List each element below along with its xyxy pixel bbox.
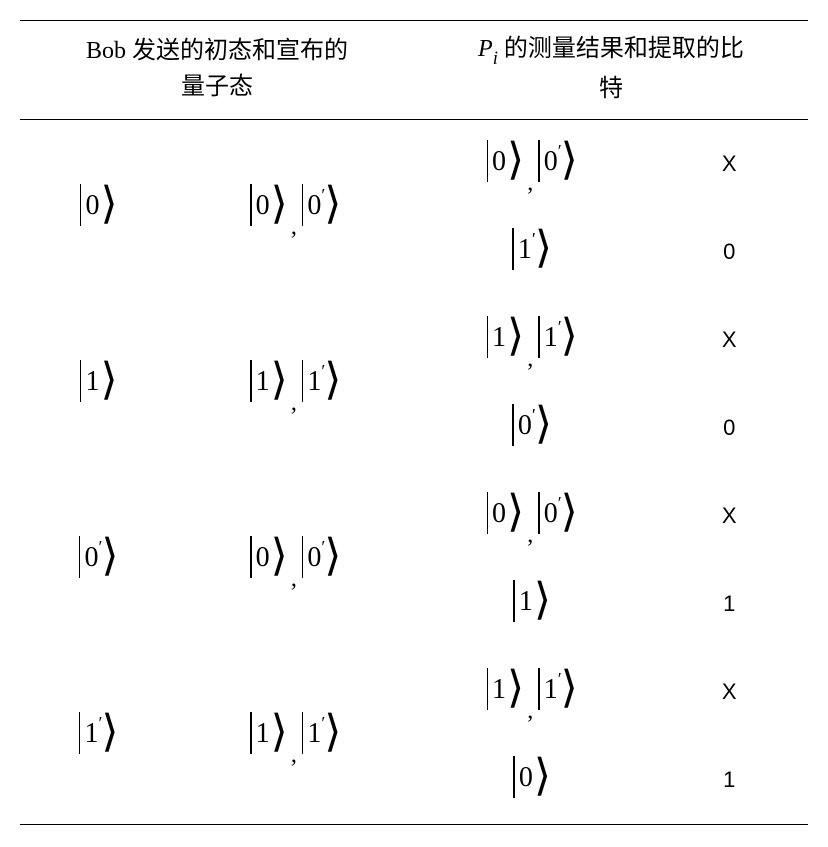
ket: 1′⟩	[302, 712, 342, 754]
cell-measurement: 1⟩,1′⟩	[414, 648, 650, 736]
ket: 1⟩	[80, 360, 118, 402]
table-row: 1⟩1⟩,1′⟩1⟩,1′⟩X	[20, 296, 808, 384]
cell-measurement: 0⟩,0′⟩	[414, 119, 650, 208]
header-right: Pi 的测量结果和提取的比 特	[414, 21, 808, 120]
ket: 0′⟩	[538, 140, 578, 182]
cell-extracted-bit: 0	[650, 384, 808, 472]
cell-extracted-bit: 1	[650, 736, 808, 825]
quantum-table: Bob 发送的初态和宣布的 量子态 Pi 的测量结果和提取的比 特 0⟩0⟩,0…	[20, 20, 808, 825]
ket: 1⟩	[250, 360, 288, 402]
header-right-line2: 特	[599, 76, 623, 102]
ket: 0⟩	[513, 756, 551, 798]
cell-announced-states: 0⟩,0′⟩	[178, 119, 414, 296]
cell-initial-state: 1⟩	[20, 296, 178, 472]
cell-extracted-bit: X	[650, 472, 808, 560]
cell-measurement: 0⟩,0′⟩	[414, 472, 650, 560]
ket: 1′⟩	[538, 316, 578, 358]
ket: 0′⟩	[302, 184, 342, 226]
table-row: 0⟩0⟩,0′⟩0⟩,0′⟩X	[20, 119, 808, 208]
cell-initial-state: 1′⟩	[20, 648, 178, 825]
cell-announced-states: 0⟩,0′⟩	[178, 472, 414, 648]
cell-initial-state: 0′⟩	[20, 472, 178, 648]
table-body: 0⟩0⟩,0′⟩0⟩,0′⟩X1′⟩01⟩1⟩,1′⟩1⟩,1′⟩X0′⟩00′…	[20, 119, 808, 824]
cell-extracted-bit: 1	[650, 560, 808, 648]
ket: 0⟩	[487, 140, 525, 182]
ket: 0′⟩	[538, 492, 578, 534]
cell-initial-state: 0⟩	[20, 119, 178, 296]
ket: 1′⟩	[79, 712, 119, 754]
ket: 0⟩	[250, 536, 288, 578]
ket: 0′⟩	[79, 536, 119, 578]
table-header-row: Bob 发送的初态和宣布的 量子态 Pi 的测量结果和提取的比 特	[20, 21, 808, 120]
quantum-table-wrap: Bob 发送的初态和宣布的 量子态 Pi 的测量结果和提取的比 特 0⟩0⟩,0…	[20, 20, 808, 825]
ket: 0′⟩	[512, 404, 552, 446]
ket: 1′⟩	[302, 360, 342, 402]
header-right-sub: i	[493, 48, 498, 69]
header-left: Bob 发送的初态和宣布的 量子态	[20, 21, 414, 120]
ket: 1′⟩	[538, 668, 578, 710]
cell-extracted-bit: 0	[650, 208, 808, 296]
ket: 1⟩	[513, 580, 551, 622]
cell-measurement: 1⟩,1′⟩	[414, 296, 650, 384]
cell-extracted-bit: X	[650, 296, 808, 384]
table-row: 0′⟩0⟩,0′⟩0⟩,0′⟩X	[20, 472, 808, 560]
ket: 0⟩	[80, 184, 118, 226]
cell-measurement: 0⟩	[414, 736, 650, 825]
ket: 1′⟩	[512, 228, 552, 270]
ket: 0⟩	[250, 184, 288, 226]
header-left-line1: Bob 发送的初态和宣布的	[86, 38, 348, 64]
cell-measurement: 0′⟩	[414, 384, 650, 472]
ket: 1⟩	[487, 668, 525, 710]
cell-extracted-bit: X	[650, 648, 808, 736]
header-right-P: P	[478, 36, 493, 62]
header-right-rest: 的测量结果和提取的比	[498, 36, 744, 62]
ket: 1⟩	[250, 712, 288, 754]
ket: 0′⟩	[302, 536, 342, 578]
ket: 1⟩	[487, 316, 525, 358]
header-left-line2: 量子态	[181, 74, 253, 100]
cell-measurement: 1⟩	[414, 560, 650, 648]
cell-announced-states: 1⟩,1′⟩	[178, 296, 414, 472]
cell-extracted-bit: X	[650, 119, 808, 208]
cell-measurement: 1′⟩	[414, 208, 650, 296]
ket: 0⟩	[487, 492, 525, 534]
cell-announced-states: 1⟩,1′⟩	[178, 648, 414, 825]
table-row: 1′⟩1⟩,1′⟩1⟩,1′⟩X	[20, 648, 808, 736]
